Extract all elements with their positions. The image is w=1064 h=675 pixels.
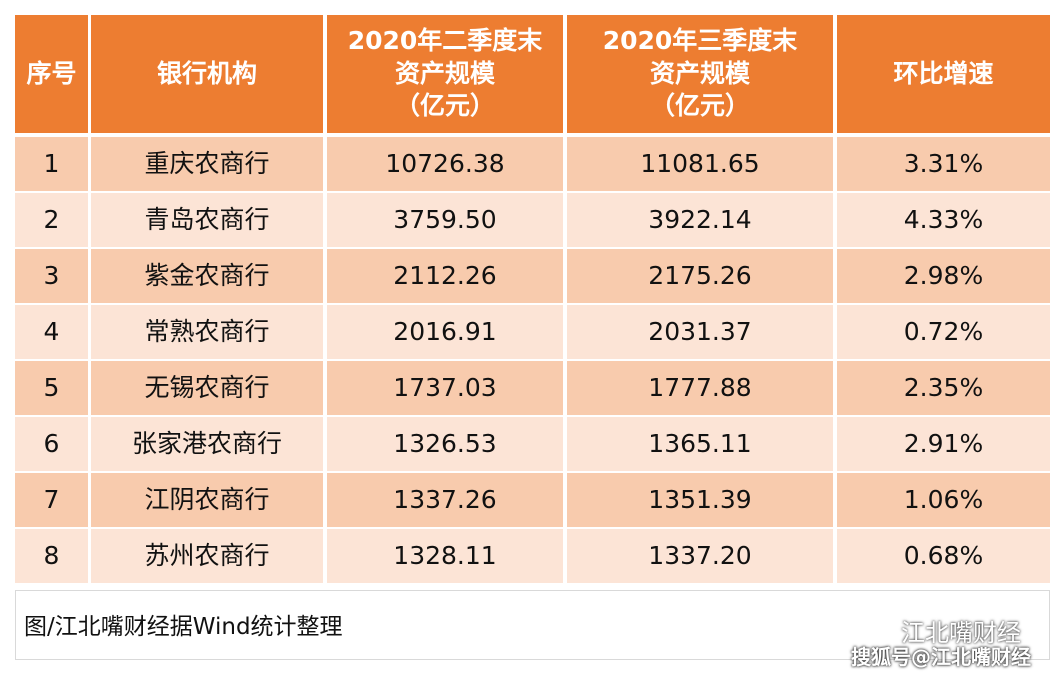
table-cell: 1328.11 (327, 529, 563, 583)
table-cell: 苏州农商行 (91, 529, 323, 583)
table-cell: 2175.26 (567, 249, 833, 303)
header-text: 资产规模 (649, 58, 750, 88)
table-cell: 青岛农商行 (91, 193, 323, 247)
table-cell: 1 (15, 137, 88, 191)
header-text: 环比增速 (893, 58, 994, 88)
table-cell: 2112.26 (327, 249, 563, 303)
table-cell: 3 (15, 249, 88, 303)
table-cell: 1351.39 (567, 473, 833, 527)
header-cell: 2020年三季度末 资产规模 （亿元） (567, 15, 833, 133)
header-text: （亿元） (394, 91, 495, 121)
table-cell: 1365.11 (567, 417, 833, 471)
table-cell: 无锡农商行 (91, 361, 323, 415)
header-text: 资产规模 (394, 58, 495, 88)
table-cell: 6 (15, 417, 88, 471)
header-cell: 序号 (15, 15, 88, 133)
table-cell: 8 (15, 529, 88, 583)
table-cell: 4.33% (837, 193, 1050, 247)
table-cell: 1337.20 (567, 529, 833, 583)
header-text: 银行机构 (156, 58, 257, 88)
table-cell: 重庆农商行 (91, 137, 323, 191)
header-text: （亿元） (649, 91, 750, 121)
table-cell: 紫金农商行 (91, 249, 323, 303)
table-cell: 5 (15, 361, 88, 415)
source-note: 图/江北嘴财经据Wind统计整理 (24, 614, 343, 640)
table-cell: 2.98% (837, 249, 1050, 303)
table-cell: 3759.50 (327, 193, 563, 247)
table-cell: 7 (15, 473, 88, 527)
table-cell: 3.31% (837, 137, 1050, 191)
table-cell: 江阴农商行 (91, 473, 323, 527)
table-cell: 11081.65 (567, 137, 833, 191)
table-cell: 1326.53 (327, 417, 563, 471)
header-text: 2020年三季度末 (602, 26, 798, 56)
header-cell: 环比增速 (837, 15, 1050, 133)
table-cell: 2016.91 (327, 305, 563, 359)
table-cell: 3922.14 (567, 193, 833, 247)
table-cell: 4 (15, 305, 88, 359)
table-cell: 0.68% (837, 529, 1050, 583)
table-cell: 1.06% (837, 473, 1050, 527)
header-cell: 2020年二季度末 资产规模 （亿元） (327, 15, 563, 133)
header-text: 序号 (26, 58, 77, 88)
header-cell: 银行机构 (91, 15, 323, 133)
table-cell: 10726.38 (327, 137, 563, 191)
sohu-watermark: 搜狐号@江北嘴财经 (851, 645, 1031, 669)
table-cell: 张家港农商行 (91, 417, 323, 471)
header-text: 2020年二季度末 (347, 26, 543, 56)
table-cell: 2.35% (837, 361, 1050, 415)
watermark: 江北嘴财经 (901, 619, 1021, 647)
table-cell: 常熟农商行 (91, 305, 323, 359)
table-cell: 2 (15, 193, 88, 247)
table-cell: 0.72% (837, 305, 1050, 359)
table-cell: 2031.37 (567, 305, 833, 359)
table-cell: 1737.03 (327, 361, 563, 415)
table-cell: 1337.26 (327, 473, 563, 527)
table-cell: 2.91% (837, 417, 1050, 471)
footer: 图/江北嘴财经据Wind统计整理 江北嘴财经 搜狐号@江北嘴财经 (15, 590, 1050, 669)
table-cell: 1777.88 (567, 361, 833, 415)
